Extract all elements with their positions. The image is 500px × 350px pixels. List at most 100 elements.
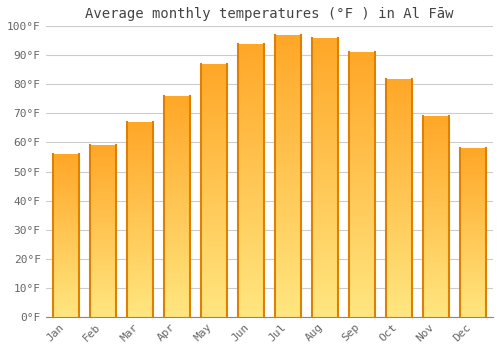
Bar xyxy=(460,252,485,254)
Bar xyxy=(423,279,448,282)
Bar xyxy=(238,296,264,300)
Bar xyxy=(275,187,300,190)
Bar xyxy=(201,143,227,146)
Bar xyxy=(275,56,300,60)
Bar xyxy=(164,118,190,121)
Bar xyxy=(201,304,227,307)
Bar xyxy=(460,178,485,180)
Bar xyxy=(53,260,79,262)
Bar xyxy=(127,290,153,293)
Bar xyxy=(460,292,485,294)
Bar xyxy=(275,243,300,246)
Bar xyxy=(460,254,485,256)
Bar xyxy=(349,145,374,148)
Bar xyxy=(460,205,485,207)
Bar xyxy=(201,194,227,197)
Bar xyxy=(90,195,116,197)
Bar xyxy=(127,309,153,312)
Bar xyxy=(386,97,411,99)
Bar xyxy=(238,225,264,228)
Bar xyxy=(238,160,264,163)
Bar xyxy=(127,144,153,147)
Bar xyxy=(349,267,374,271)
Bar xyxy=(238,149,264,153)
Bar xyxy=(460,174,485,176)
Bar xyxy=(349,297,374,300)
Bar xyxy=(201,181,227,184)
Bar xyxy=(53,282,79,284)
Bar xyxy=(423,307,448,309)
Bar xyxy=(238,194,264,197)
Bar xyxy=(164,154,190,157)
Bar xyxy=(127,314,153,317)
Bar xyxy=(201,216,227,219)
Bar xyxy=(238,252,264,256)
Bar xyxy=(53,197,79,199)
Bar xyxy=(90,261,116,263)
Bar xyxy=(238,221,264,225)
Bar xyxy=(423,144,448,146)
Bar xyxy=(238,126,264,129)
Bar xyxy=(90,259,116,261)
Bar xyxy=(53,284,79,286)
Bar xyxy=(386,85,411,88)
Bar xyxy=(53,176,79,178)
Bar xyxy=(423,269,448,272)
Bar xyxy=(460,201,485,203)
Bar xyxy=(53,201,79,203)
Bar xyxy=(90,280,116,282)
Bar xyxy=(53,292,79,294)
Bar xyxy=(275,225,300,229)
Bar xyxy=(127,288,153,290)
Bar xyxy=(275,141,300,144)
Bar xyxy=(201,234,227,238)
Bar xyxy=(386,245,411,248)
Bar xyxy=(423,224,448,226)
Bar xyxy=(349,89,374,92)
Bar xyxy=(312,146,338,149)
Bar xyxy=(201,83,227,86)
Bar xyxy=(386,183,411,186)
Bar xyxy=(312,209,338,212)
Bar xyxy=(312,149,338,153)
Bar xyxy=(275,285,300,289)
Bar xyxy=(201,159,227,162)
Bar xyxy=(275,289,300,292)
Bar xyxy=(312,125,338,128)
Bar xyxy=(90,282,116,285)
Bar xyxy=(53,278,79,280)
Bar xyxy=(127,261,153,263)
Bar xyxy=(386,168,411,171)
Bar xyxy=(275,211,300,215)
Bar xyxy=(349,191,374,195)
Bar xyxy=(90,285,116,287)
Bar xyxy=(201,102,227,105)
Bar xyxy=(460,304,485,306)
Bar xyxy=(127,176,153,178)
Bar xyxy=(349,82,374,85)
Bar xyxy=(275,144,300,148)
Bar xyxy=(275,264,300,267)
Bar xyxy=(460,256,485,258)
Bar xyxy=(201,121,227,124)
Bar xyxy=(386,239,411,242)
Bar xyxy=(312,265,338,268)
Bar xyxy=(127,278,153,280)
Bar xyxy=(201,241,227,244)
Bar xyxy=(349,303,374,307)
Bar xyxy=(201,212,227,216)
Bar xyxy=(164,261,190,264)
Bar xyxy=(423,299,448,302)
Bar xyxy=(349,119,374,122)
Bar xyxy=(53,299,79,301)
Bar xyxy=(238,143,264,146)
Bar xyxy=(127,151,153,154)
Bar xyxy=(312,254,338,258)
Bar xyxy=(164,245,190,248)
Bar xyxy=(238,98,264,102)
Bar xyxy=(90,225,116,227)
Bar xyxy=(127,171,153,173)
Bar xyxy=(201,288,227,292)
Bar xyxy=(460,310,485,313)
Bar xyxy=(312,90,338,94)
